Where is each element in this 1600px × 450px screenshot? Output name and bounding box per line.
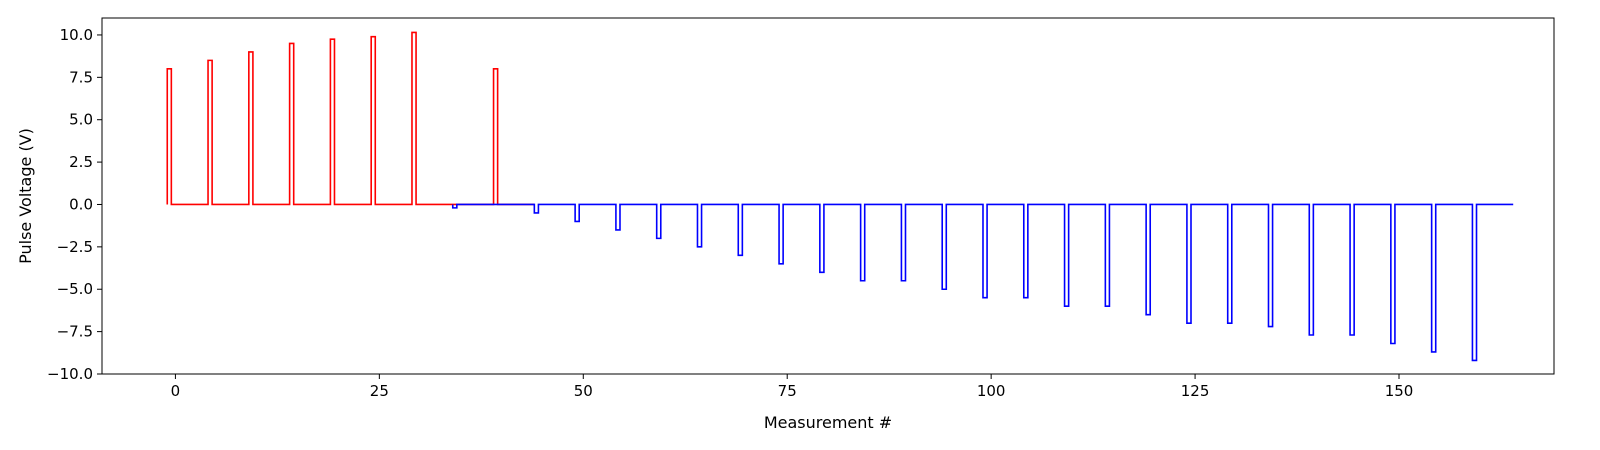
x-tick-label: 0	[171, 382, 181, 400]
series-line-2	[451, 203, 1514, 362]
y-axis: −10.0 −7.5 −5.0 −2.5 0.0 2.5 5.0 7.5 10.0	[47, 26, 102, 383]
y-tick-label: −2.5	[57, 238, 93, 256]
x-tick-label: 75	[778, 382, 797, 400]
y-tick-label: 2.5	[69, 153, 93, 171]
y-tick-label: 5.0	[69, 111, 93, 129]
x-axis: 0 25 50 75 100 125 150	[171, 374, 1414, 400]
series-line-1	[166, 31, 535, 206]
plot-frame	[101, 17, 1555, 375]
y-axis-label: Pulse Voltage (V)	[16, 128, 35, 264]
plot-area	[102, 18, 1554, 374]
y-tick-label: −7.5	[57, 323, 93, 341]
series-layer	[166, 31, 1514, 362]
y-tick-label: −5.0	[57, 280, 93, 298]
x-tick-label: 100	[977, 382, 1006, 400]
y-tick-label: 0.0	[69, 195, 93, 213]
x-axis-label: Measurement #	[764, 413, 892, 432]
x-tick-label: 50	[574, 382, 593, 400]
x-tick-label: 25	[370, 382, 389, 400]
x-tick-label: 125	[1181, 382, 1210, 400]
y-tick-label: 7.5	[69, 68, 93, 86]
y-tick-label: −10.0	[47, 365, 93, 383]
y-tick-label: 10.0	[60, 26, 93, 44]
x-tick-label: 150	[1385, 382, 1414, 400]
